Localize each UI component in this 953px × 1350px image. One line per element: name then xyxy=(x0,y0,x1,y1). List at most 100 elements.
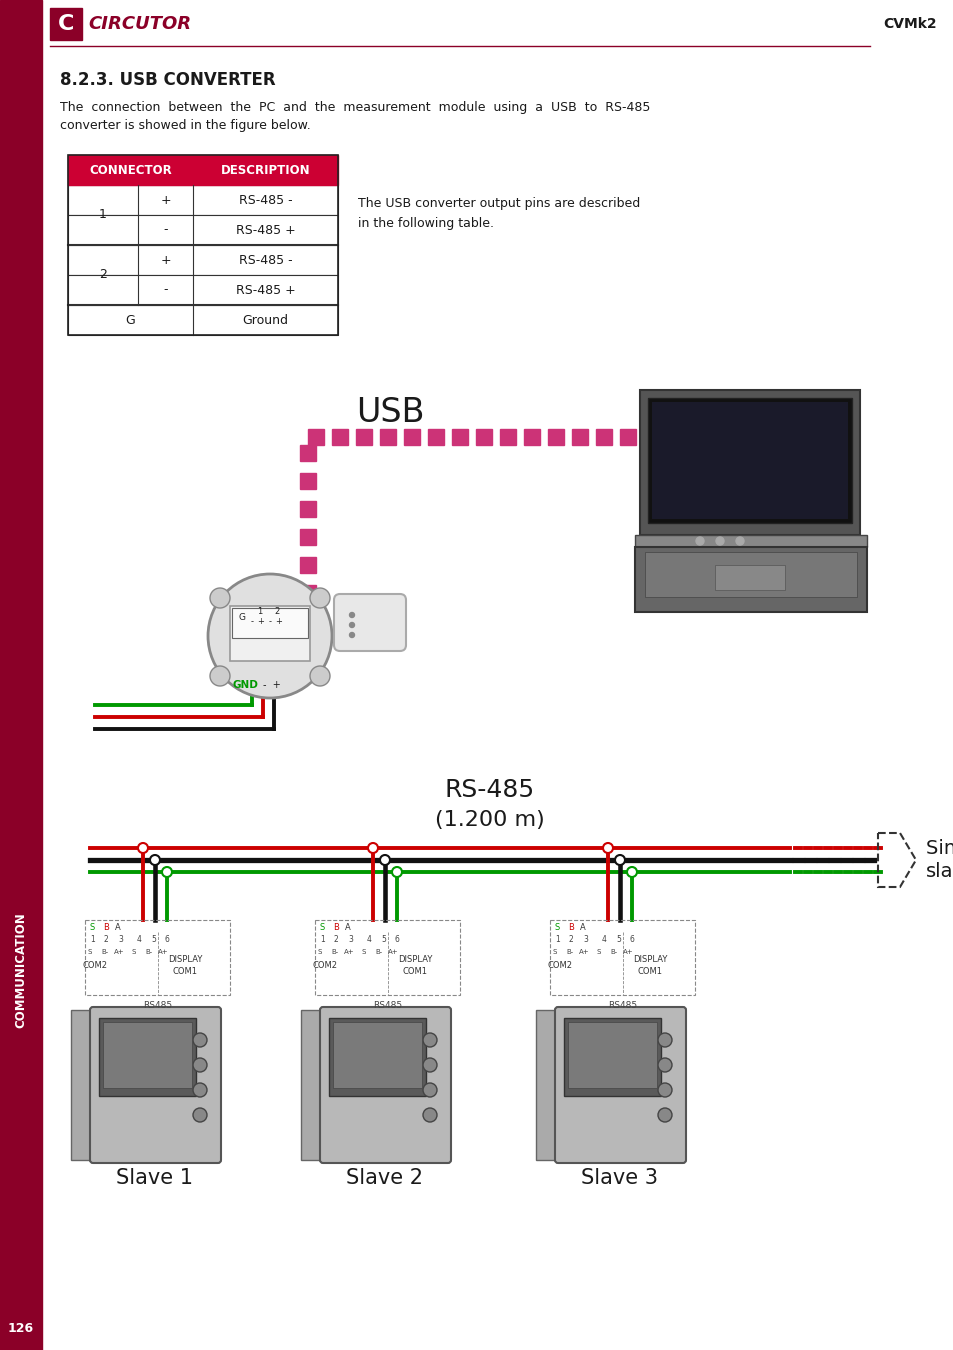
Circle shape xyxy=(602,842,613,853)
Bar xyxy=(193,155,337,185)
Circle shape xyxy=(626,867,637,878)
Text: COM1: COM1 xyxy=(402,968,427,976)
Text: 2: 2 xyxy=(274,608,279,617)
Text: S: S xyxy=(597,949,600,954)
Bar xyxy=(232,608,308,639)
Text: 5: 5 xyxy=(616,936,620,945)
Text: 1: 1 xyxy=(90,936,94,945)
Circle shape xyxy=(208,574,332,698)
Text: Slave 2: Slave 2 xyxy=(346,1168,423,1188)
Text: B: B xyxy=(333,923,338,933)
Text: 1: 1 xyxy=(555,936,559,945)
Text: 2: 2 xyxy=(334,936,338,945)
Circle shape xyxy=(368,842,377,853)
Text: 1: 1 xyxy=(257,608,262,617)
Text: A: A xyxy=(345,923,351,933)
Text: B: B xyxy=(103,923,109,933)
Text: COM2: COM2 xyxy=(313,960,337,969)
Text: 2: 2 xyxy=(99,269,107,282)
Text: CIRCUTOR: CIRCUTOR xyxy=(88,15,191,32)
Text: 5: 5 xyxy=(151,936,155,945)
Circle shape xyxy=(422,1058,436,1072)
Circle shape xyxy=(310,589,330,608)
Text: S: S xyxy=(361,949,366,954)
Bar xyxy=(50,8,82,40)
Text: CONNECTOR: CONNECTOR xyxy=(89,163,172,177)
Bar xyxy=(547,429,563,446)
Bar xyxy=(68,305,337,335)
Text: RS-485 -: RS-485 - xyxy=(238,254,292,266)
Circle shape xyxy=(310,666,330,686)
Bar xyxy=(452,429,468,446)
Circle shape xyxy=(735,537,743,545)
Text: RS485: RS485 xyxy=(373,1000,401,1010)
Text: B-: B- xyxy=(145,949,152,954)
Circle shape xyxy=(193,1083,207,1098)
Text: 4: 4 xyxy=(601,936,606,945)
FancyBboxPatch shape xyxy=(334,594,406,651)
FancyBboxPatch shape xyxy=(90,1007,221,1162)
Circle shape xyxy=(422,1108,436,1122)
Text: S: S xyxy=(90,923,95,933)
Text: S: S xyxy=(319,923,325,933)
Circle shape xyxy=(349,633,355,637)
Circle shape xyxy=(349,622,355,628)
Text: 2: 2 xyxy=(568,936,573,945)
Bar xyxy=(333,1022,421,1088)
Text: RS485: RS485 xyxy=(143,1000,172,1010)
Bar xyxy=(299,446,315,460)
Text: B-: B- xyxy=(565,949,573,954)
Text: +: + xyxy=(160,254,171,266)
Text: DISPLAY: DISPLAY xyxy=(168,956,202,964)
Bar xyxy=(299,472,315,489)
Text: 1: 1 xyxy=(319,936,324,945)
Text: 4: 4 xyxy=(367,936,372,945)
Circle shape xyxy=(138,842,148,853)
Circle shape xyxy=(349,613,355,617)
Text: 5: 5 xyxy=(380,936,385,945)
Bar xyxy=(651,402,847,518)
Text: A+: A+ xyxy=(388,949,398,954)
Bar xyxy=(68,155,337,335)
Bar xyxy=(644,552,856,597)
Bar xyxy=(308,429,324,446)
Text: COM2: COM2 xyxy=(82,960,108,969)
FancyBboxPatch shape xyxy=(555,1007,685,1162)
Text: C: C xyxy=(58,14,74,34)
Bar xyxy=(103,1022,192,1088)
Bar xyxy=(332,429,348,446)
Text: The USB converter output pins are described: The USB converter output pins are descri… xyxy=(357,197,639,211)
Bar xyxy=(314,919,459,995)
Circle shape xyxy=(658,1083,671,1098)
Text: S: S xyxy=(132,949,136,954)
Circle shape xyxy=(193,1108,207,1122)
Text: -  +: - + xyxy=(263,680,280,690)
Text: 3: 3 xyxy=(348,936,353,945)
Text: A+: A+ xyxy=(578,949,589,954)
Circle shape xyxy=(422,1033,436,1048)
Bar xyxy=(572,429,587,446)
Text: converter is showed in the figure below.: converter is showed in the figure below. xyxy=(60,120,311,132)
Bar xyxy=(355,429,372,446)
Bar xyxy=(0,0,42,1350)
Bar xyxy=(550,919,695,995)
Text: A: A xyxy=(579,923,585,933)
Text: 8.2.3. USB CONVERTER: 8.2.3. USB CONVERTER xyxy=(60,72,275,89)
Text: Slave 1: Slave 1 xyxy=(116,1168,193,1188)
Text: +: + xyxy=(160,193,171,207)
Bar xyxy=(635,547,866,612)
Circle shape xyxy=(716,537,723,545)
Bar xyxy=(403,429,419,446)
Text: (1.200 m): (1.200 m) xyxy=(435,810,544,830)
Circle shape xyxy=(658,1108,671,1122)
Circle shape xyxy=(210,589,230,608)
Text: 126: 126 xyxy=(8,1322,34,1335)
Circle shape xyxy=(379,855,390,865)
Circle shape xyxy=(150,855,160,865)
Text: RS-485 +: RS-485 + xyxy=(235,284,295,297)
Text: 3: 3 xyxy=(582,936,587,945)
Bar xyxy=(647,398,851,522)
Text: -: - xyxy=(163,284,168,297)
Text: Since 32
slaves: Since 32 slaves xyxy=(925,838,953,882)
Bar xyxy=(299,529,315,545)
